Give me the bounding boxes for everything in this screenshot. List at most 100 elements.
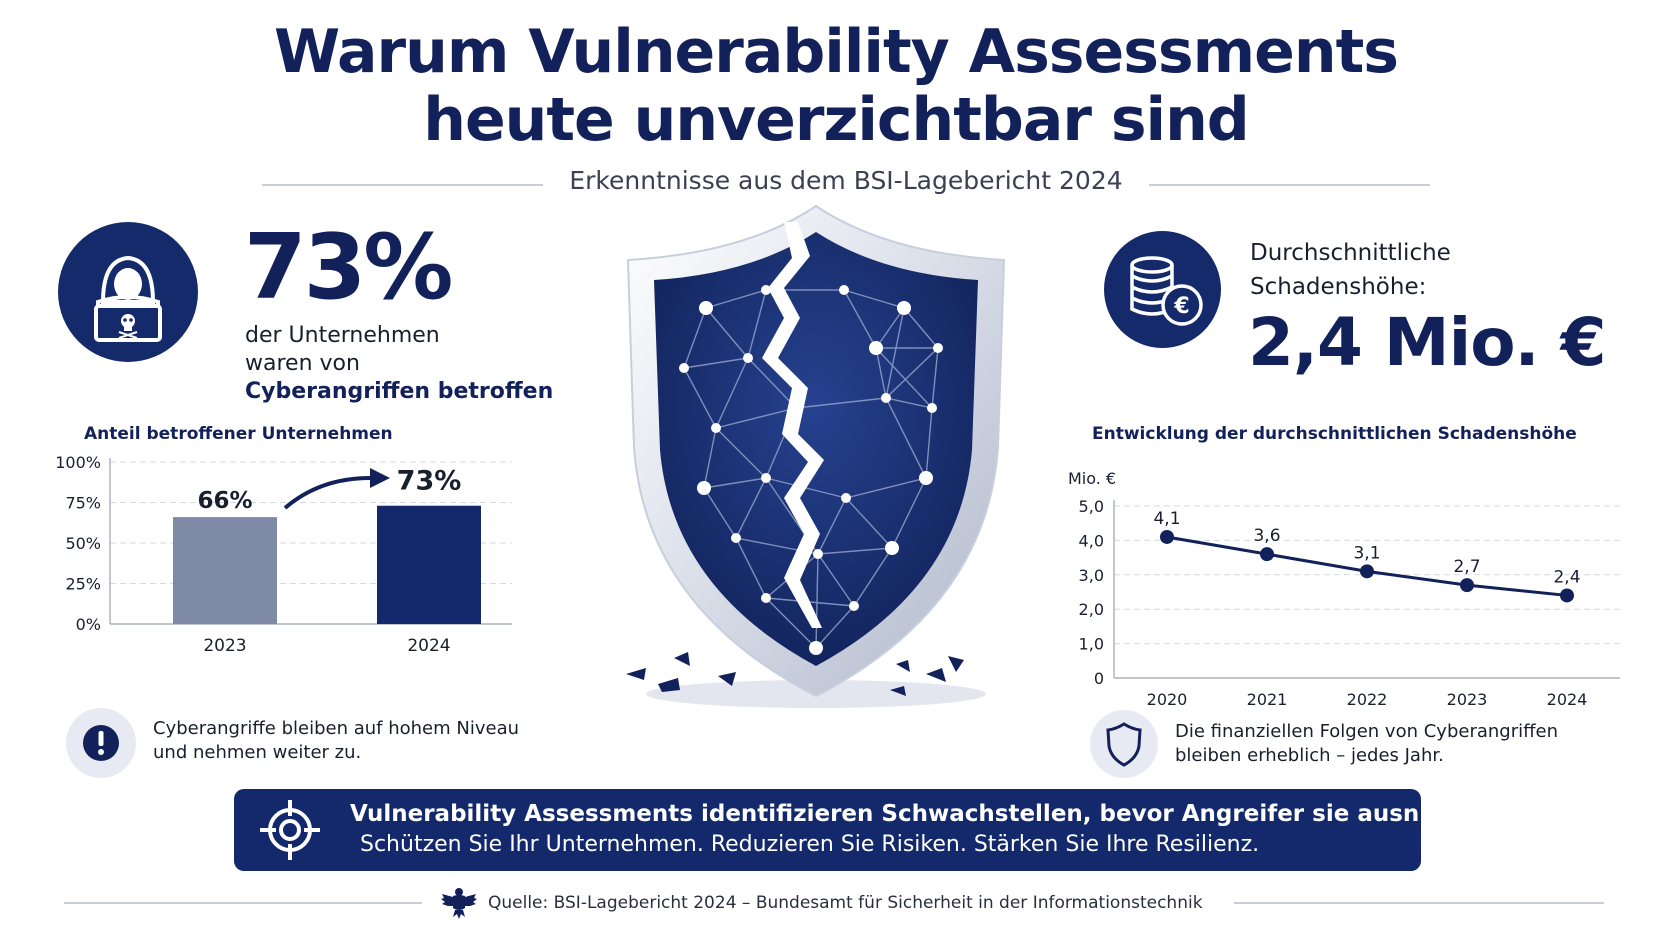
network-node <box>699 301 713 315</box>
network-link <box>683 357 749 369</box>
call-to-action-banner: Vulnerability Assessments identifizieren… <box>234 789 1501 871</box>
network-link <box>875 347 887 399</box>
right-note: Die finanziellen Folgen von Cyberangriff… <box>1175 720 1558 768</box>
page-title: Warum Vulnerability Assessments heute un… <box>0 18 1672 154</box>
line-data-label: 4,1 <box>1153 509 1180 529</box>
line-x-tick-label: 2022 <box>1347 690 1388 709</box>
network-node <box>885 541 899 555</box>
line-y-tick-label: 4,0 <box>1079 531 1104 550</box>
bar-data-label: 66% <box>197 488 252 514</box>
network-link <box>715 407 797 429</box>
network-node <box>841 493 851 503</box>
affected-percent-value: 73% <box>244 215 453 320</box>
line-data-label: 2,4 <box>1553 567 1580 587</box>
network-link <box>891 477 927 549</box>
line-point-2022 <box>1360 564 1374 579</box>
growth-arrow-head <box>370 468 390 488</box>
network-link <box>735 477 767 539</box>
network-link <box>817 497 847 555</box>
network-link <box>885 307 905 399</box>
left-note-line-2: und nehmen weiter zu. <box>153 742 362 763</box>
network-link <box>703 487 737 539</box>
network-link <box>931 347 939 409</box>
banner-line-2: Schützen Sie Ihr Unternehmen. Reduzieren… <box>360 832 1260 857</box>
network-node <box>761 593 771 603</box>
line-chart-title: Entwicklung der durchschnittlichen Schad… <box>1092 424 1577 444</box>
network-link <box>845 477 927 499</box>
line-data-label: 2,7 <box>1453 557 1480 577</box>
title-line-2: heute unverzichtbar sind <box>423 85 1250 155</box>
network-node <box>711 423 721 433</box>
network-node <box>839 285 849 295</box>
network-node <box>731 533 741 543</box>
network-link <box>817 553 855 607</box>
network-node <box>809 641 823 655</box>
growth-arrow <box>283 476 371 510</box>
shield-icon <box>1090 710 1158 778</box>
bar-y-tick-label: 50% <box>65 534 101 553</box>
bar-x-tick-label: 2024 <box>407 636 450 656</box>
line-point-2020 <box>1160 529 1174 544</box>
network-link <box>747 289 767 359</box>
network-link <box>683 367 717 429</box>
line-y-tick-label: 3,0 <box>1079 566 1104 585</box>
network-link <box>875 347 933 409</box>
left-note: Cyberangriffe bleiben auf hohem Niveau u… <box>153 717 519 765</box>
network-node <box>919 471 933 485</box>
footer-divider-left <box>64 902 422 904</box>
network-node <box>897 301 911 315</box>
line-y-tick-label: 2,0 <box>1079 600 1104 619</box>
network-link <box>765 597 817 649</box>
bar-x-tick-label: 2023 <box>203 636 246 656</box>
line-data-label: 3,1 <box>1353 543 1380 563</box>
affected-line-1: der Unternehmen <box>245 323 440 348</box>
line-chart: Mio. € 0 1,0 2,0 3,0 4,0 5,0 4,1 2020 3,6 2021 3,1 2… <box>1068 469 1620 709</box>
network-link <box>795 397 887 409</box>
network-link <box>705 307 749 359</box>
coins-euro-icon: € <box>1104 231 1221 348</box>
network-link <box>705 289 767 309</box>
damage-value: 2,4 Mio. € <box>1248 304 1607 381</box>
line-x-tick-label: 2023 <box>1447 690 1488 709</box>
network-link <box>815 605 855 649</box>
network-link <box>715 427 767 479</box>
affected-description: der Unternehmen waren von Cyberangriffen… <box>245 322 553 406</box>
damage-label-line-2: Schadenshöhe: <box>1250 274 1427 300</box>
bar-y-tick-label: 0% <box>76 615 101 634</box>
line-x-tick-label: 2020 <box>1147 690 1188 709</box>
line-point-2024 <box>1560 588 1574 603</box>
right-note-line-2: bleiben erheblich – jedes Jahr. <box>1175 745 1444 766</box>
left-note-line-1: Cyberangriffe bleiben auf hohem Niveau <box>153 718 520 739</box>
bar-data-label: 73% <box>397 466 462 497</box>
network-link <box>817 547 893 555</box>
title-line-1: Warum Vulnerability Assessments <box>274 17 1399 87</box>
line-y-tick-label: 0 <box>1094 669 1104 688</box>
subtitle: Erkenntnisse aus dem BSI-Lagebericht 202… <box>543 166 1149 195</box>
network-link <box>703 427 717 489</box>
footer-divider-right <box>1234 902 1604 904</box>
network-node <box>881 393 891 403</box>
network-link <box>747 357 797 409</box>
network-node <box>697 481 711 495</box>
line-point-2023 <box>1460 578 1474 593</box>
banner-line-1: Vulnerability Assessments identifizieren… <box>350 801 1501 827</box>
bar-2023 <box>173 517 277 624</box>
network-node <box>743 353 753 363</box>
bar-chart: 0% 25% 50% 75% 100% 66% 2023 73% 2024 <box>55 453 512 656</box>
line-x-tick-label: 2024 <box>1547 690 1588 709</box>
exclamation-icon <box>66 708 136 778</box>
damage-label-line-1: Durchschnittliche <box>1250 240 1451 266</box>
network-link <box>925 407 933 479</box>
line-x-tick-label: 2021 <box>1247 690 1288 709</box>
network-node <box>933 343 943 353</box>
network-link <box>735 537 767 599</box>
network-node <box>927 403 937 413</box>
source-citation: Quelle: BSI-Lagebericht 2024 – Bundesamt… <box>488 893 1203 913</box>
network-link <box>903 307 939 349</box>
affected-line-3: Cyberangriffen betroffen <box>245 379 554 404</box>
network-node <box>813 549 823 559</box>
line-y-axis-label: Mio. € <box>1068 469 1116 488</box>
line-point-2021 <box>1260 547 1274 562</box>
network-link <box>703 477 767 489</box>
network-link <box>875 307 905 349</box>
